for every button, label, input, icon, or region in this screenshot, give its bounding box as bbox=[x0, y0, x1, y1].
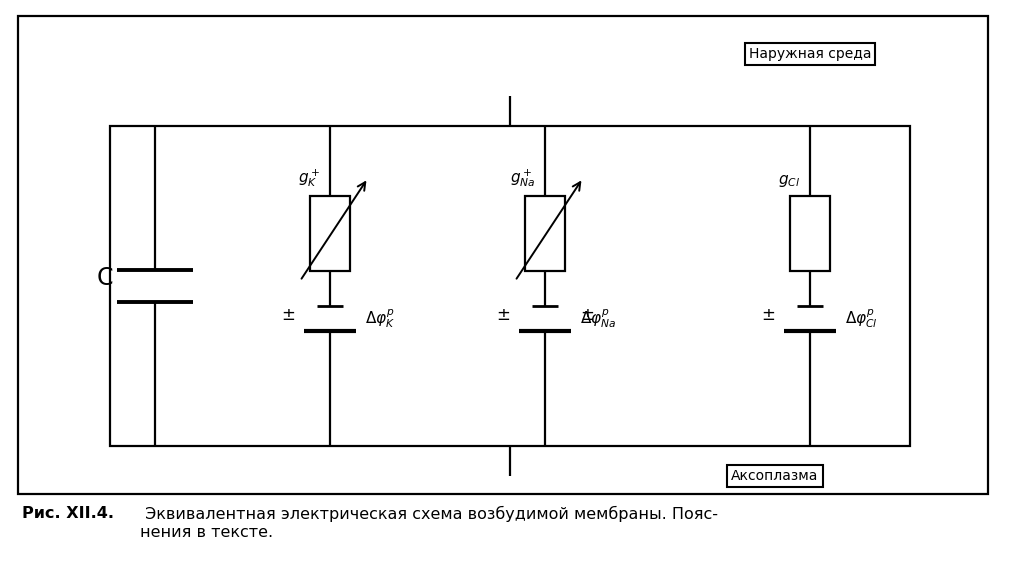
Text: ±: ± bbox=[496, 305, 510, 324]
Text: $g_{Na}^+$: $g_{Na}^+$ bbox=[510, 167, 535, 189]
Bar bbox=[310, 196, 350, 271]
Text: ±: ± bbox=[580, 305, 594, 324]
Text: Аксоплазма: Аксоплазма bbox=[731, 469, 818, 483]
Text: ±: ± bbox=[281, 305, 295, 324]
Bar bbox=[18, 16, 988, 494]
Bar bbox=[525, 196, 565, 271]
Text: $g_{Cl}$: $g_{Cl}$ bbox=[778, 173, 800, 189]
Bar bbox=[110, 126, 910, 446]
Text: Эквивалентная электрическая схема возбудимой мембраны. Пояс-
нения в тексте.: Эквивалентная электрическая схема возбуд… bbox=[140, 506, 718, 540]
Text: Рис. XII.4.: Рис. XII.4. bbox=[22, 506, 114, 521]
Text: $\Delta\varphi_{Na}^p$: $\Delta\varphi_{Na}^p$ bbox=[580, 307, 616, 330]
Text: $g_K^+$: $g_K^+$ bbox=[298, 167, 319, 189]
Text: $\Delta\varphi_{Cl}^p$: $\Delta\varphi_{Cl}^p$ bbox=[845, 307, 878, 330]
Text: Наружная среда: Наружная среда bbox=[749, 47, 871, 61]
Text: C: C bbox=[96, 266, 114, 290]
Bar bbox=[790, 196, 830, 271]
Text: $\Delta\varphi_K^p$: $\Delta\varphi_K^p$ bbox=[365, 307, 395, 330]
Text: ±: ± bbox=[761, 305, 775, 324]
